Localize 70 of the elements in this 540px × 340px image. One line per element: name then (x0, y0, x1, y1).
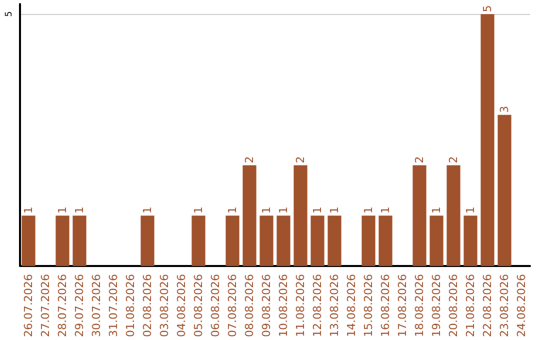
x-tick-label: 30.07.2026 (90, 274, 103, 338)
bar (310, 216, 324, 266)
bar (192, 216, 206, 266)
bar (276, 216, 290, 266)
bar (378, 216, 392, 266)
x-tick-label: 15.08.2026 (362, 274, 375, 338)
data-label: 1 (260, 206, 273, 214)
bar (226, 216, 240, 266)
bar (56, 216, 70, 266)
x-tick-label: 11.08.2026 (294, 274, 307, 338)
data-label: 1 (277, 206, 290, 214)
data-label: 1 (379, 206, 392, 214)
bar (242, 165, 256, 266)
x-tick-label: 27.07.2026 (39, 274, 52, 338)
data-label: 2 (447, 156, 460, 164)
data-label: 1 (73, 206, 86, 214)
bar (480, 14, 494, 266)
bar (464, 216, 478, 266)
bar (328, 216, 342, 266)
x-tick-label: 29.07.2026 (73, 274, 86, 338)
x-tick-label: 10.08.2026 (277, 274, 290, 338)
x-tick-label: 26.07.2026 (22, 274, 35, 338)
x-tick-label: 20.08.2026 (447, 274, 460, 338)
bar (430, 216, 444, 266)
x-tick-label: 05.08.2026 (192, 274, 205, 338)
x-tick-label: 03.08.2026 (158, 274, 171, 338)
x-tick-label: 07.08.2026 (226, 274, 239, 338)
data-label: 3 (498, 106, 511, 113)
bar (294, 165, 308, 266)
data-label: 1 (226, 206, 239, 214)
x-tick-label: 09.08.2026 (260, 274, 273, 338)
data-label: 1 (311, 206, 324, 214)
data-label: 1 (192, 206, 205, 214)
data-label: 2 (294, 156, 307, 164)
data-label: 1 (22, 206, 35, 214)
data-label: 1 (362, 206, 375, 214)
bar (72, 216, 86, 266)
x-tick-label: 28.07.2026 (56, 274, 69, 338)
x-tick-label: 01.08.2026 (124, 274, 137, 338)
bar (22, 216, 36, 266)
bar (498, 114, 512, 266)
x-tick-label: 14.08.2026 (345, 274, 358, 338)
x-tick-label: 06.08.2026 (209, 274, 222, 338)
x-tick-label: 21.08.2026 (464, 274, 477, 338)
x-tick-label: 16.08.2026 (379, 274, 392, 338)
data-label: 2 (243, 156, 256, 164)
x-tick-label: 13.08.2026 (328, 274, 341, 338)
x-tick-label: 08.08.2026 (243, 274, 256, 338)
data-label: 2 (413, 156, 426, 164)
bar (362, 216, 376, 266)
data-label: 1 (56, 206, 69, 214)
x-tick-label: 24.08.2026 (515, 274, 528, 338)
x-tick-label: 22.08.2026 (481, 274, 494, 338)
bar (412, 165, 426, 266)
x-tick-label: 12.08.2026 (311, 274, 324, 338)
bar (446, 165, 460, 266)
data-label: 5 (481, 5, 494, 12)
data-label: 1 (141, 206, 154, 214)
bar (260, 216, 274, 266)
data-label: 1 (430, 206, 443, 214)
data-label: 1 (328, 206, 341, 214)
data-label: 1 (464, 206, 477, 214)
x-tick-label: 18.08.2026 (413, 274, 426, 338)
x-tick-label: 04.08.2026 (175, 274, 188, 338)
x-tick-label: 19.08.2026 (430, 274, 443, 338)
x-tick-label: 23.08.2026 (498, 274, 511, 338)
x-tick-label: 17.08.2026 (396, 274, 409, 338)
x-tick-label: 02.08.2026 (141, 274, 154, 338)
bar (140, 216, 154, 266)
x-tick-label: 31.07.2026 (107, 274, 120, 338)
